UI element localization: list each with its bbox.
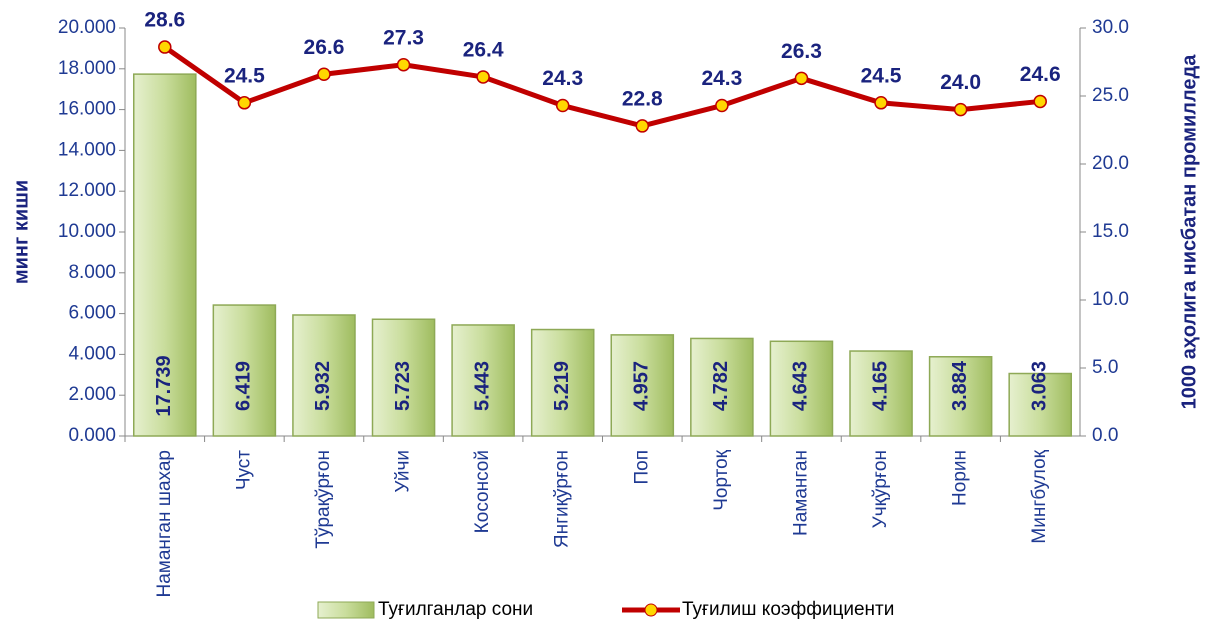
bar [451,324,515,437]
bar-value-label: 5.219 [551,361,573,411]
line-value-label: 24.6 [1020,63,1061,86]
y-tick-label: 6.000 [68,303,116,324]
x-tick-label: Наманган шахар [154,450,175,598]
y-tick-label: 12.000 [58,180,116,201]
line-marker [953,102,968,117]
bar-value-label: 5.443 [471,361,493,411]
y-tick-label: 8.000 [68,262,116,283]
legend-label: Туғилиш коэффициенти [682,599,894,620]
y2-tick-label: 25.0 [1092,85,1129,106]
x-tick-label: Норин [950,450,971,506]
x-tick-label: Тўрақўрғон [313,450,334,549]
line-value-label: 26.6 [304,36,345,59]
legend-marker [644,603,658,617]
y2-tick-label: 0.0 [1092,425,1118,446]
line-marker [476,70,490,84]
y-tick-label: 2.000 [68,384,116,405]
bar-value-label: 4.643 [790,361,812,411]
bar-value-label: 3.063 [1028,361,1050,411]
bar-value-label: 5.723 [392,361,414,411]
bar-value-label: 4.165 [869,361,891,411]
y-tick-label: 14.000 [58,139,116,160]
line-value-label: 26.3 [781,40,822,63]
legend-label: Туғилганлар сони [378,599,533,620]
line-marker [1033,94,1047,109]
y-tick-label: 16.000 [58,99,116,120]
y2-tick-label: 20.0 [1092,153,1129,174]
bar [928,356,993,437]
line-value-label: 28.6 [144,9,185,32]
line-value-label: 26.4 [463,39,504,62]
x-tick-label: Поп [631,450,652,485]
line-marker [237,96,252,110]
line-marker [396,57,411,72]
line-marker [317,67,331,81]
bar [530,328,595,437]
bar [1008,372,1072,437]
bar-value-label: 3.884 [949,360,971,411]
y-tick-label: 20.000 [58,17,116,38]
x-tick-label: Янгиқўрғон [552,450,573,548]
bar [769,340,834,437]
y-tick-label: 10.000 [58,221,116,242]
y2-tick-label: 10.0 [1092,289,1129,310]
y-tick-label: 0.000 [68,425,116,446]
legend-swatch [317,601,375,619]
x-tick-label: Чортоқ [711,449,732,510]
line-marker [794,71,809,86]
line-marker [158,40,172,54]
line-value-label: 24.3 [542,67,583,90]
bar [133,73,197,437]
line-value-label: 27.3 [383,26,424,49]
y2-axis-label: 1000 аҳолига нисбатан промилледа [1178,54,1200,410]
x-tick-label: Мингбулоқ [1029,449,1050,543]
line-marker [555,98,570,113]
bar [292,314,356,437]
y2-tick-label: 30.0 [1092,17,1129,38]
x-tick-label: Наманган [790,450,811,536]
y-tick-label: 4.000 [68,343,116,364]
bar [212,304,277,437]
y2-tick-label: 5.0 [1092,357,1118,378]
line-value-label: 24.0 [940,71,981,94]
line-marker [874,96,888,110]
x-tick-label: Чуст [233,450,254,490]
bar [690,337,754,437]
line-value-label: 22.8 [622,87,663,110]
bar-value-label: 4.957 [631,361,653,411]
line-marker [715,98,729,113]
line-value-label: 24.5 [224,64,265,87]
line-value-label: 24.3 [701,67,742,90]
bar-value-label: 6.419 [233,361,255,411]
y2-tick-label: 15.0 [1092,221,1129,242]
x-tick-label: Косонсой [472,450,493,533]
bar [371,318,436,437]
x-tick-label: Уйчи [393,450,414,493]
y-tick-label: 18.000 [58,58,116,79]
line-value-label: 24.5 [861,64,902,87]
line-marker [635,119,650,133]
y-axis-label: минг киши [10,180,32,284]
bar [610,334,675,437]
bar [849,350,913,437]
x-tick-label: Учқўрғон [870,450,891,528]
bar-value-label: 4.782 [710,361,732,411]
bar-value-label: 17.739 [153,355,175,416]
line [163,44,1041,129]
bar-value-label: 5.932 [312,361,334,411]
